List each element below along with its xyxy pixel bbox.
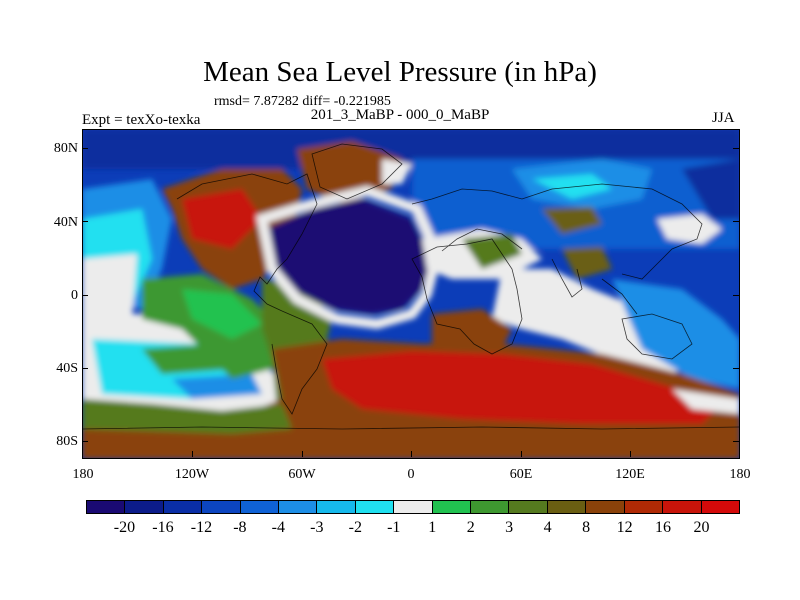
colorbar-label: 16 bbox=[655, 519, 672, 536]
y-tick-label: 40S bbox=[56, 361, 78, 376]
x-tick-label: 60W bbox=[288, 467, 316, 482]
colorbar-label: -1 bbox=[387, 519, 401, 536]
experiment-label: Expt = texXo-texka bbox=[82, 112, 201, 128]
x-tick-label: 180 bbox=[72, 467, 94, 482]
x-tick-label: 120W bbox=[174, 467, 210, 482]
colorbar-label: -3 bbox=[310, 519, 324, 536]
colorbar bbox=[86, 500, 740, 514]
colorbar-label: -20 bbox=[113, 519, 136, 536]
colorbar-box bbox=[317, 501, 356, 513]
colorbar-box bbox=[125, 501, 164, 513]
colorbar-box bbox=[701, 501, 739, 513]
page-title: Mean Sea Level Pressure (in hPa) bbox=[203, 56, 597, 88]
y-tick-label: 80N bbox=[53, 141, 78, 156]
colorbar-box bbox=[471, 501, 510, 513]
colorbar-box bbox=[240, 501, 280, 513]
colorbar-box bbox=[394, 501, 433, 513]
colorbar-box bbox=[355, 501, 395, 513]
season-label: JJA bbox=[712, 110, 735, 126]
x-tick-label: 180 bbox=[729, 467, 751, 482]
y-tick-label: 0 bbox=[71, 288, 78, 303]
colorbar-box bbox=[547, 501, 587, 513]
colorbar-box bbox=[509, 501, 548, 513]
colorbar-label: 2 bbox=[466, 519, 475, 536]
colorbar-label: 3 bbox=[505, 519, 514, 536]
colorbar-label: -16 bbox=[152, 519, 174, 536]
colorbar-box bbox=[163, 501, 203, 513]
colorbar-box bbox=[663, 501, 702, 513]
colorbar-box bbox=[279, 501, 318, 513]
comparison-label: 201_3_MaBP - 000_0_MaBP bbox=[310, 107, 490, 123]
map-frame bbox=[82, 129, 740, 459]
colorbar-box bbox=[624, 501, 664, 513]
colorbar-box bbox=[202, 501, 241, 513]
colorbar-label: 8 bbox=[582, 519, 591, 536]
colorbar-box bbox=[432, 501, 472, 513]
colorbar-label: -12 bbox=[190, 519, 213, 536]
colorbar-box bbox=[87, 501, 126, 513]
colorbar-label: -8 bbox=[233, 519, 247, 536]
x-tick-label: 120E bbox=[615, 467, 645, 482]
colorbar-label: 12 bbox=[616, 519, 633, 536]
colorbar-label: 1 bbox=[428, 519, 437, 536]
colorbar-label: 20 bbox=[693, 519, 710, 536]
colorbar-box bbox=[586, 501, 625, 513]
y-tick-label: 40N bbox=[53, 215, 78, 230]
x-tick-label: 60E bbox=[509, 467, 533, 482]
colorbar-label: 4 bbox=[543, 519, 552, 536]
pressure-map bbox=[82, 129, 740, 459]
colorbar-label: -2 bbox=[348, 519, 362, 536]
x-tick-label: 0 bbox=[407, 467, 415, 482]
y-tick-label: 80S bbox=[56, 434, 78, 449]
colorbar-label: -4 bbox=[271, 519, 286, 536]
stats-label: rmsd= 7.87282 diff= -0.221985 bbox=[214, 94, 391, 109]
